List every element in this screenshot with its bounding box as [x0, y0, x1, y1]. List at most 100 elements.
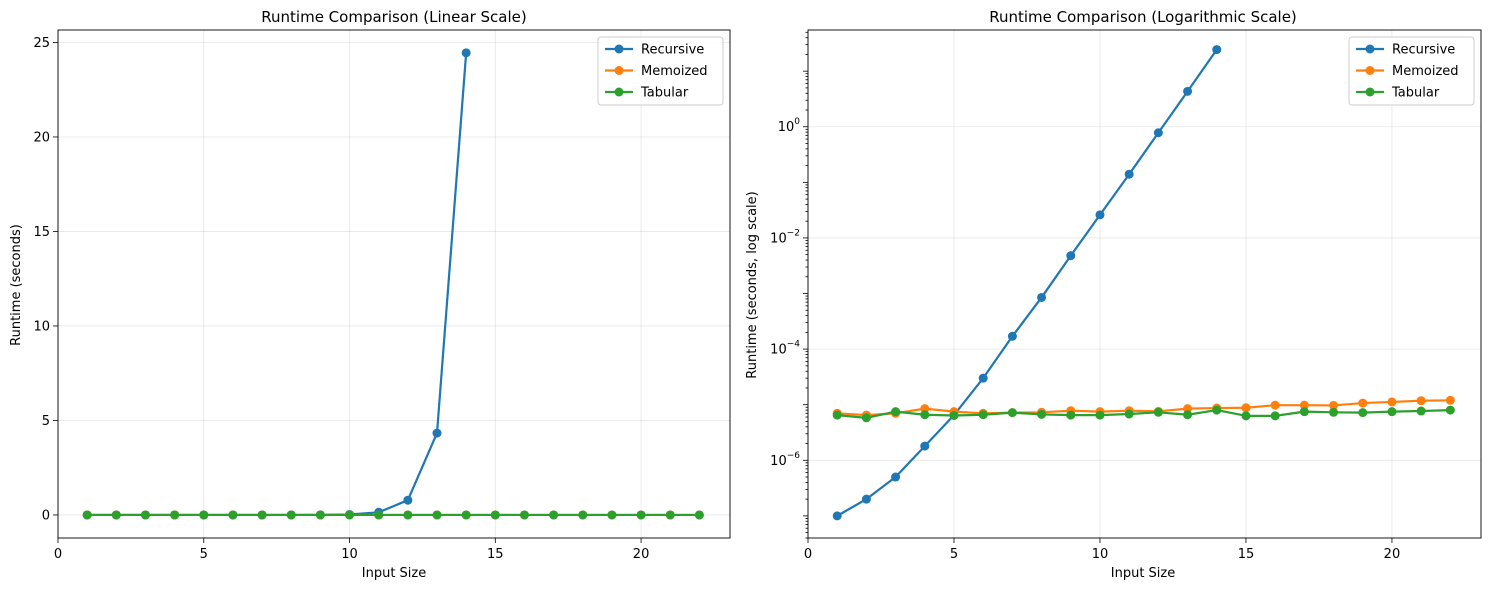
data-point-tabular [1241, 411, 1251, 421]
data-point-tabular [949, 410, 959, 420]
data-point-tabular [519, 510, 529, 520]
data-point-tabular [1212, 405, 1222, 415]
data-point-tabular [1358, 408, 1368, 418]
data-point-tabular [1387, 407, 1397, 417]
y-tick-label: 10−6 [770, 451, 800, 469]
x-axis-label-log: Input Size [1111, 566, 1175, 581]
legend-marker-recursive [614, 44, 624, 54]
legend-label-recursive: Recursive [641, 43, 704, 58]
x-tick-label: 20 [1384, 547, 1401, 562]
x-tick-label: 10 [1092, 547, 1109, 562]
data-point-tabular [403, 510, 413, 520]
series-line-recursive [87, 52, 468, 517]
data-point-tabular [1153, 407, 1163, 417]
legend-marker-tabular [614, 87, 624, 97]
x-tick-label: 5 [950, 547, 958, 562]
y-tick-label: 10 [33, 319, 50, 334]
data-point-tabular [1270, 411, 1280, 421]
panel-linear: Runtime Comparison (Linear Scale) Input … [9, 8, 731, 581]
data-point-memoized [1445, 395, 1455, 405]
data-point-memoized [1241, 403, 1251, 413]
legend-label-tabular: Tabular [1391, 86, 1440, 101]
legend-marker-recursive [1365, 44, 1375, 54]
series-line-memoized [837, 399, 1451, 417]
data-point-tabular [1329, 407, 1339, 417]
legend: Recursive Memoized Tabular [1348, 36, 1475, 106]
data-point-recursive [1124, 169, 1134, 179]
data-point-tabular [228, 510, 238, 520]
data-point-recursive [1095, 210, 1105, 220]
legend-marker-tabular [1365, 87, 1375, 97]
legend-label-tabular: Tabular [640, 86, 689, 101]
data-point-tabular [1183, 410, 1193, 420]
legend-label-memoized: Memoized [1392, 64, 1459, 79]
y-tick-label: 100 [778, 117, 801, 135]
data-point-recursive [1153, 128, 1163, 138]
data-point-recursive [861, 494, 871, 504]
data-point-tabular [578, 510, 588, 520]
data-point-tabular [832, 410, 842, 420]
legend-marker-memoized [1365, 66, 1375, 75]
data-point-tabular [374, 510, 384, 520]
data-point-tabular [694, 510, 704, 520]
data-point-tabular [1445, 405, 1455, 415]
data-point-tabular [891, 407, 901, 417]
y-tick-label: 15 [33, 225, 50, 240]
data-point-recursive [1037, 292, 1047, 302]
data-point-tabular [1416, 406, 1426, 416]
data-point-tabular [665, 510, 675, 520]
data-point-tabular [1037, 409, 1047, 419]
data-point-tabular [432, 510, 442, 520]
x-tick-label: 20 [633, 547, 650, 562]
data-point-tabular [607, 510, 617, 520]
data-point-memoized [1416, 396, 1426, 406]
data-point-memoized [1358, 398, 1368, 408]
legend-label-recursive: Recursive [1392, 43, 1455, 58]
data-point-tabular [170, 510, 180, 520]
legend-label-memoized: Memoized [641, 64, 708, 79]
y-tick-label: 10−4 [770, 340, 800, 358]
data-point-recursive [832, 511, 842, 521]
data-point-recursive [1007, 331, 1017, 341]
data-point-tabular [1007, 408, 1017, 418]
series-line-recursive [836, 48, 1218, 517]
x-tick-label: 0 [54, 547, 62, 562]
data-point-tabular [1299, 407, 1309, 417]
plot-area-log: 0 5 10 15 20 10−6 10−4 10−2 100 Recursive Memoized… [770, 29, 1482, 562]
x-axis-label-linear: Input Size [362, 566, 426, 581]
data-point-tabular [920, 410, 930, 420]
y-tick-label: 20 [33, 130, 50, 145]
data-point-memoized [1270, 400, 1280, 410]
x-tick-label: 15 [1238, 547, 1255, 562]
y-tick-label: 25 [33, 36, 50, 51]
data-point-tabular [1124, 409, 1134, 419]
y-axis-label-linear: Runtime (seconds) [9, 224, 24, 346]
data-point-tabular [286, 510, 296, 520]
data-point-recursive [978, 373, 988, 383]
legend: Recursive Memoized Tabular [597, 36, 724, 106]
x-tick-label: 0 [804, 547, 812, 562]
data-point-tabular [461, 510, 471, 520]
data-point-recursive [920, 441, 930, 451]
data-point-tabular [1095, 410, 1105, 420]
data-point-recursive [1183, 86, 1193, 96]
data-point-tabular [490, 510, 500, 520]
data-point-tabular [82, 510, 92, 520]
data-point-recursive [432, 428, 442, 438]
plot-area-linear: 0 5 10 15 20 0 5 10 15 20 25 Recursive Memoized Tabul… [33, 29, 731, 562]
data-point-recursive [891, 472, 901, 482]
data-point-tabular [315, 510, 325, 520]
data-point-memoized [1299, 400, 1309, 410]
legend-box [597, 36, 724, 106]
series-line-tabular [837, 408, 1451, 419]
y-tick-label: 10−2 [770, 228, 800, 246]
y-tick-label: 0 [42, 508, 50, 523]
y-tick-label: 5 [42, 414, 50, 429]
legend-marker-memoized [614, 66, 624, 75]
data-point-tabular [257, 510, 267, 520]
data-point-memoized [1387, 397, 1397, 407]
data-point-memoized [1329, 400, 1339, 410]
data-point-tabular [1066, 410, 1076, 420]
axes-frame [57, 29, 731, 539]
